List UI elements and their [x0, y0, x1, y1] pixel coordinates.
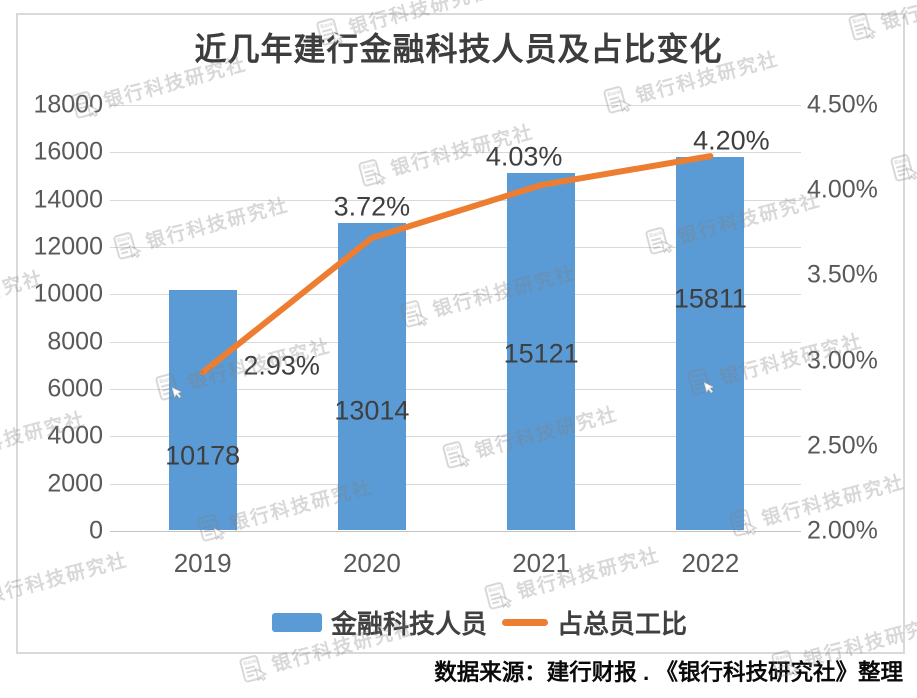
bar-2019 — [168, 290, 237, 530]
source-note: 数据来源：建行财报 . 《银行科技研究社》整理 — [434, 660, 903, 685]
bank-document-icon: Bank — [239, 655, 268, 683]
x-axis-tick-label: 2022 — [681, 548, 740, 578]
bar-2022 — [676, 156, 745, 530]
y-axis-left-tick-label: 16000 — [33, 137, 103, 166]
chart-title: 近几年建行金融科技人员及占比变化 — [194, 31, 723, 67]
line-point-label: 4.03% — [485, 141, 563, 172]
y-axis-left-tick-label: 4000 — [47, 421, 103, 450]
legend: 金融科技人员 占总员工比 — [272, 604, 687, 641]
y-axis-right-tick-label: 3.50% — [807, 260, 878, 289]
gridline — [110, 105, 801, 106]
line-point-label: 2.93% — [243, 350, 320, 381]
gridline — [110, 389, 801, 390]
y-axis-left-tick-label: 6000 — [47, 374, 103, 403]
legend-line-swatch-icon — [502, 619, 549, 626]
bar-value-label: 10178 — [165, 440, 241, 471]
bar-value-label: 13014 — [334, 395, 410, 426]
x-axis-tick-label: 2019 — [173, 548, 232, 578]
hand-cursor-icon — [254, 667, 268, 682]
bar-value-label: 15811 — [673, 283, 747, 314]
y-axis-left-tick-label: 14000 — [33, 185, 103, 214]
gridline — [110, 436, 801, 438]
chart-frame — [16, 13, 905, 654]
y-axis-right-tick-label: 4.50% — [807, 90, 878, 119]
line-point-label: 3.72% — [333, 191, 411, 222]
gridline — [110, 483, 801, 485]
gridline — [110, 152, 801, 154]
y-axis-left-tick-label: 2000 — [47, 469, 103, 498]
legend-bar-swatch-icon — [272, 613, 322, 632]
y-axis-left-tick-label: 0 — [89, 516, 103, 545]
x-axis-tick-label: 2020 — [342, 548, 401, 578]
line-point-label: 4.20% — [693, 125, 770, 156]
svg-text:Bank: Bank — [243, 658, 258, 668]
bar-2020 — [337, 223, 406, 530]
y-axis-right-tick-label: 3.00% — [807, 346, 878, 375]
y-axis-left-tick-label: 8000 — [47, 327, 103, 356]
y-axis-left-tick-label: 12000 — [33, 232, 103, 261]
y-axis-right-tick-label: 4.00% — [807, 175, 878, 204]
x-axis-tick-label: 2021 — [512, 548, 571, 578]
y-axis-left-tick-label: 18000 — [33, 90, 103, 119]
y-axis-left-tick-label: 10000 — [33, 279, 103, 308]
y-axis-right-tick-label: 2.50% — [807, 431, 878, 460]
gridline — [110, 531, 801, 532]
bar-value-label: 15121 — [503, 338, 579, 369]
legend-bar-label: 金融科技人员 — [331, 609, 488, 639]
legend-line-label: 占总员工比 — [557, 609, 688, 639]
y-axis-right-tick-label: 2.00% — [807, 516, 878, 545]
